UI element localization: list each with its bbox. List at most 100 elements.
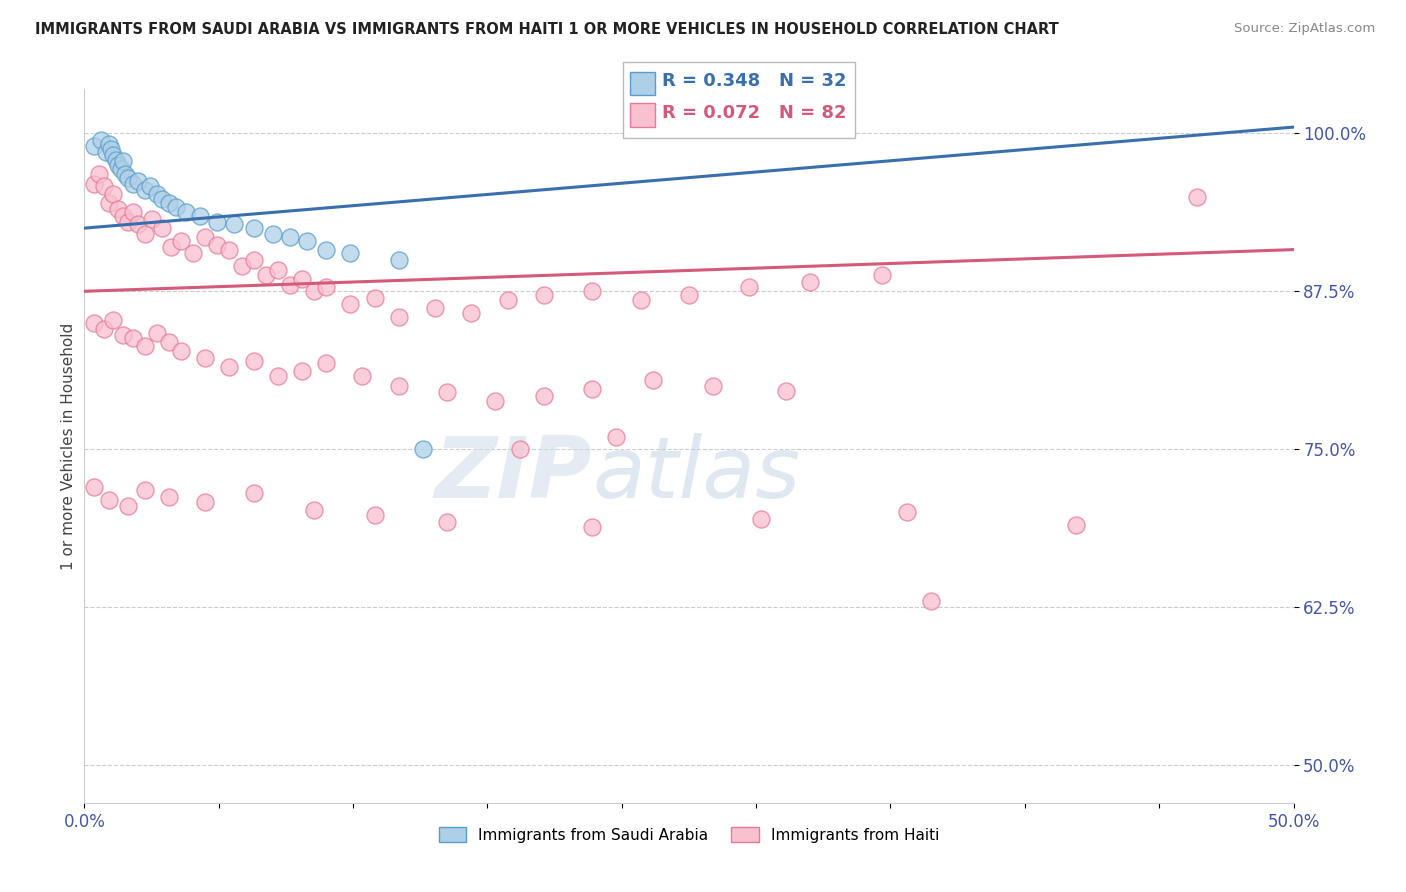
Point xyxy=(775,384,797,398)
Point xyxy=(100,142,122,156)
Point xyxy=(920,593,942,607)
Point xyxy=(751,511,773,525)
Point xyxy=(97,136,120,151)
Point xyxy=(242,252,264,267)
Point xyxy=(194,351,217,366)
Point xyxy=(872,268,894,282)
Point xyxy=(141,212,163,227)
Point xyxy=(262,227,284,242)
Point xyxy=(174,204,197,219)
Point xyxy=(224,218,246,232)
Point xyxy=(581,520,603,534)
Point xyxy=(112,328,135,343)
Point xyxy=(83,139,105,153)
Point xyxy=(267,262,290,277)
Point xyxy=(509,442,531,457)
Point xyxy=(134,483,156,497)
Text: IMMIGRANTS FROM SAUDI ARABIA VS IMMIGRANTS FROM HAITI 1 OR MORE VEHICLES IN HOUS: IMMIGRANTS FROM SAUDI ARABIA VS IMMIGRAN… xyxy=(35,22,1059,37)
Point xyxy=(315,243,337,257)
Point xyxy=(412,442,434,457)
Point xyxy=(138,179,160,194)
Point xyxy=(117,499,139,513)
Point xyxy=(90,133,112,147)
Point xyxy=(121,331,143,345)
Y-axis label: 1 or more Vehicles in Household: 1 or more Vehicles in Household xyxy=(60,322,76,570)
Point xyxy=(160,240,183,254)
Point xyxy=(107,158,129,172)
Point xyxy=(112,154,135,169)
Point xyxy=(388,379,411,393)
Point xyxy=(278,230,301,244)
Point xyxy=(460,306,482,320)
Point xyxy=(107,202,129,217)
Point xyxy=(134,338,156,352)
Point xyxy=(112,209,135,223)
Point xyxy=(896,505,918,519)
Point xyxy=(218,243,240,257)
Point xyxy=(291,364,314,378)
Point xyxy=(83,177,105,191)
Point xyxy=(194,230,217,244)
Point xyxy=(97,195,120,210)
Point xyxy=(302,503,325,517)
Point xyxy=(1064,517,1087,532)
Point xyxy=(165,200,187,214)
Text: Source: ZipAtlas.com: Source: ZipAtlas.com xyxy=(1234,22,1375,36)
Text: R = 0.072   N = 82: R = 0.072 N = 82 xyxy=(662,104,846,122)
Point xyxy=(242,353,264,368)
Point xyxy=(339,297,361,311)
Point xyxy=(315,356,337,370)
Text: atlas: atlas xyxy=(592,433,800,516)
Point xyxy=(83,316,105,330)
Text: R = 0.348   N = 32: R = 0.348 N = 32 xyxy=(662,72,846,90)
Legend: Immigrants from Saudi Arabia, Immigrants from Haiti: Immigrants from Saudi Arabia, Immigrants… xyxy=(433,821,945,848)
Point xyxy=(117,170,139,185)
Point xyxy=(150,221,173,235)
Point xyxy=(363,291,385,305)
Point xyxy=(799,276,821,290)
Point xyxy=(117,215,139,229)
Point xyxy=(315,280,337,294)
Point xyxy=(157,195,180,210)
Point xyxy=(678,288,700,302)
Point xyxy=(363,508,385,522)
Point xyxy=(103,313,125,327)
Point xyxy=(103,187,125,202)
Point xyxy=(134,183,156,197)
Point xyxy=(581,285,603,299)
Point xyxy=(388,252,411,267)
Point xyxy=(641,373,664,387)
Point xyxy=(533,389,555,403)
Point xyxy=(97,492,120,507)
Point xyxy=(83,480,105,494)
Point xyxy=(484,394,506,409)
Point xyxy=(388,310,411,324)
Point xyxy=(146,326,169,340)
Point xyxy=(231,259,253,273)
Point xyxy=(110,161,132,176)
Point xyxy=(134,227,156,242)
Point xyxy=(496,293,519,307)
Point xyxy=(93,179,115,194)
Point xyxy=(104,153,127,167)
Point xyxy=(254,268,277,282)
Point xyxy=(423,301,446,315)
Point xyxy=(181,246,204,260)
Point xyxy=(146,187,169,202)
Point xyxy=(170,234,193,248)
Point xyxy=(278,277,301,292)
Point xyxy=(87,167,110,181)
Point xyxy=(267,368,290,383)
Point xyxy=(157,490,180,504)
Point xyxy=(581,382,603,396)
Point xyxy=(170,343,193,358)
Point xyxy=(630,293,652,307)
Point xyxy=(114,167,136,181)
Point xyxy=(94,145,117,160)
Point xyxy=(157,334,180,349)
Point xyxy=(436,385,458,400)
Point xyxy=(127,174,149,188)
Text: ZIP: ZIP xyxy=(434,433,592,516)
Point xyxy=(352,368,374,383)
Point xyxy=(291,271,314,285)
